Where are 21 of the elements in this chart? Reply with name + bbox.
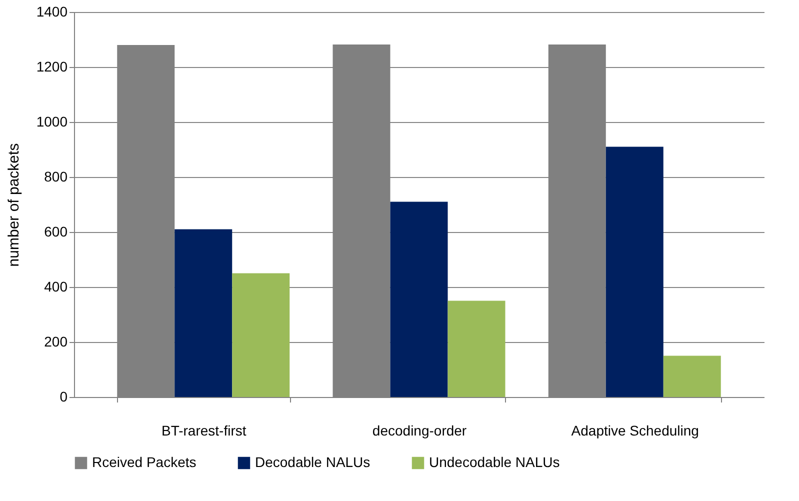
bar: [232, 273, 290, 397]
x-tick-label: decoding-order: [372, 422, 467, 438]
legend-label: Rceived Packets: [92, 454, 196, 470]
y-axis-title: number of packets: [5, 143, 22, 267]
legend-label: Decodable NALUs: [255, 454, 370, 470]
legend-label: Undecodable NALUs: [429, 454, 560, 470]
y-tick-label: 1200: [36, 58, 68, 74]
bar: [448, 300, 506, 397]
bar: [390, 202, 448, 397]
bar: [606, 146, 664, 397]
y-tick-label: 200: [44, 334, 68, 350]
y-tick-label: 1400: [36, 4, 68, 20]
y-tick-label: 800: [44, 168, 68, 184]
y-tick-label: 600: [44, 224, 68, 240]
bar: [663, 356, 721, 397]
y-tick-label: 400: [44, 278, 68, 294]
y-tick-label: 1000: [36, 114, 68, 130]
x-tick-label: Adaptive Scheduling: [571, 422, 699, 438]
x-tick-label: BT-rarest-first: [161, 422, 246, 438]
bar: [174, 229, 232, 397]
y-tick-label: 0: [60, 388, 68, 404]
